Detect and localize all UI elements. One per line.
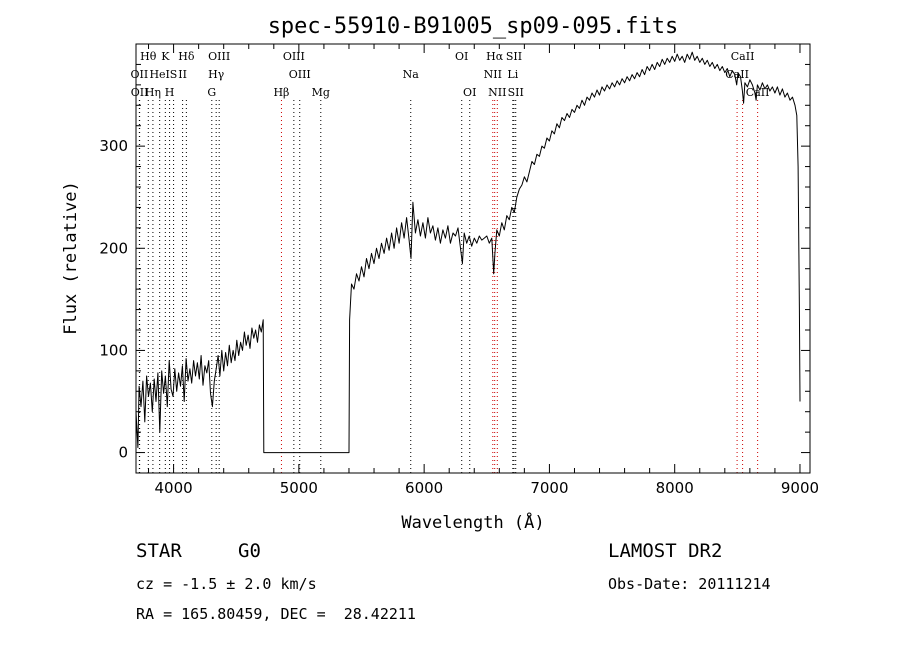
spectral-line-label: Li	[507, 68, 518, 81]
spectral-line-label: SII	[508, 86, 524, 99]
spectral-line-label: S	[170, 68, 178, 81]
spectral-line-label: II	[178, 68, 187, 81]
spectral-line-label: OIII	[208, 50, 230, 63]
x-tick-label: 6000	[405, 479, 443, 497]
x-axis-label: Wavelength (Å)	[401, 511, 544, 533]
y-axis-label: Flux (relative)	[61, 181, 81, 335]
spectral-line-label: HeI	[149, 68, 169, 81]
object-subclass: G0	[238, 540, 261, 562]
spectral-line-label: Na	[403, 68, 420, 81]
spectral-line-label: CaII	[731, 50, 755, 63]
redshift-velocity: cz = -1.5 ± 2.0 km/s	[136, 575, 317, 593]
chart-title: spec-55910-B91005_sp09-095.fits	[268, 14, 679, 39]
spectral-line-label: OI	[455, 50, 468, 63]
x-tick-label: 8000	[656, 479, 694, 497]
object-class: STAR	[136, 540, 182, 562]
y-tick-label: 100	[99, 341, 128, 359]
x-tick-label: 9000	[781, 479, 819, 497]
spectral-line-markers	[138, 100, 759, 473]
survey-name: LAMOST DR2	[608, 540, 723, 562]
spectral-line-label: OIII	[289, 68, 311, 81]
spectrum-series-line	[135, 51, 801, 454]
x-tick-label: 7000	[530, 479, 568, 497]
spectral-line-label: SII	[506, 50, 522, 63]
y-tick-label: 300	[99, 137, 128, 155]
spectral-line-label: OIII	[283, 50, 305, 63]
spectral-line-label: Hβ	[273, 86, 289, 99]
spectral-line-label: Hγ	[208, 68, 225, 81]
observation-date: Obs-Date: 20111214	[608, 575, 771, 593]
spectral-line-label: H	[165, 86, 175, 99]
axis-ticks: 4000 5000 6000 7000 8000 9000 0 100 200 300	[99, 44, 819, 497]
spectral-line-label: OII	[131, 68, 149, 81]
spectral-line-label: Hδ	[178, 50, 195, 63]
spectral-line-label: NII	[488, 86, 506, 99]
spectral-line-label: Hα	[486, 50, 504, 63]
spectral-line-label: NII	[484, 68, 502, 81]
spectral-line-label: OI	[463, 86, 476, 99]
coordinates: RA = 165.80459, DEC = 28.42211	[136, 605, 416, 623]
x-tick-label: 5000	[280, 479, 318, 497]
y-tick-label: 200	[99, 239, 128, 257]
spectral-line-label: CaII	[746, 86, 770, 99]
plot-frame	[135, 43, 811, 474]
spectral-line-label: Mg	[312, 86, 330, 99]
spectral-line-label: K	[161, 50, 170, 63]
spectral-line-label: CaII	[725, 68, 749, 81]
x-tick-label: 4000	[154, 479, 192, 497]
spectral-line-label: OII	[131, 86, 149, 99]
spectral-line-label: Hη	[145, 86, 161, 99]
y-tick-label: 0	[118, 444, 128, 462]
spectral-line-label: Hθ	[140, 50, 157, 63]
spectral-line-label: G	[207, 86, 216, 99]
